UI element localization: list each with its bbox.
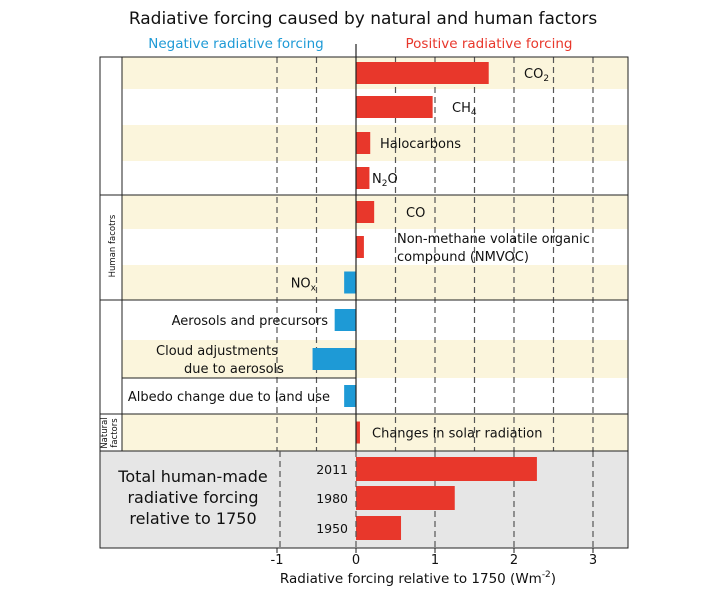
row-band [122, 195, 628, 229]
year-label-1950: 1950 [316, 521, 348, 536]
group-label-human: Human facotrs [108, 214, 118, 277]
total-label-line3: relative to 1750 [129, 509, 256, 528]
bar-label-1: CH4 [452, 101, 477, 118]
bar-label-4: CO [406, 206, 425, 221]
bar-label-9: Albedo change due to land use [128, 390, 330, 405]
row-band [122, 125, 628, 161]
frame [99, 44, 629, 549]
tick-label: -1 [271, 553, 284, 568]
x-axis-label-close: ) [551, 571, 556, 587]
tick-label: 0 [352, 553, 360, 568]
bar-2 [356, 132, 371, 154]
row-band [122, 414, 628, 451]
bars [312, 62, 537, 540]
x-axis-label-text: Radiative forcing relative to 1750 (Wm [280, 571, 542, 587]
tick-label: 3 [589, 553, 597, 568]
year-label-1980: 1980 [316, 491, 348, 506]
bar-labels: CO2 CH4 Halocarbons N2O CO Non-methane volati… [128, 67, 590, 536]
total-label-line1: Total human-made [117, 467, 267, 486]
bar-label-8: Cloud adjustments [156, 344, 278, 359]
total-bar-1980 [356, 486, 455, 510]
grid-lines [276, 57, 594, 548]
x-axis-ticks: -1 0 1 2 3 [271, 548, 597, 568]
tick-label: 2 [510, 553, 518, 568]
bar-8 [312, 348, 356, 370]
bar-label-5-line2: compound (NMVOC) [397, 250, 529, 265]
total-label-line2: radiative forcing [127, 488, 258, 507]
x-axis-label: Radiative forcing relative to 1750 (Wm-2… [280, 570, 556, 587]
year-label-2011: 2011 [316, 462, 348, 477]
tick-label: 1 [431, 553, 439, 568]
bar-label-8-line2: due to aerosols [184, 362, 284, 377]
bar-10 [356, 421, 360, 444]
total-bar-1950 [356, 516, 402, 540]
bar-7 [334, 309, 356, 331]
row-band [122, 265, 628, 300]
bar-9 [344, 385, 356, 407]
group-label-natural-line2: factors [110, 418, 120, 448]
bar-3 [356, 167, 370, 189]
legend-negative: Negative radiative forcing [148, 36, 324, 52]
bar-label-2: Halocarbons [380, 137, 461, 152]
plot-frame [99, 56, 629, 549]
bar-4 [356, 201, 375, 223]
bar-6 [344, 271, 356, 294]
legend-positive: Positive radiative forcing [406, 36, 573, 52]
bar-5 [356, 236, 364, 258]
row-backgrounds [100, 57, 628, 548]
bar-1 [356, 96, 433, 118]
bar-0 [356, 62, 489, 84]
chart-title: Radiative forcing caused by natural and … [129, 9, 598, 29]
bar-label-7: Aerosols and precursors [172, 314, 329, 329]
x-axis-label-sup: -2 [542, 570, 551, 580]
total-bar-2011 [356, 457, 537, 481]
bar-label-0: CO2 [524, 67, 549, 84]
bar-label-6: NOx [291, 277, 317, 294]
bar-label-3: N2O [372, 172, 398, 189]
bar-label-5: Non-methane volatile organic [397, 232, 590, 247]
group-label-natural-line1: Natural [100, 417, 110, 448]
bar-label-10: Changes in solar radiation [372, 427, 543, 442]
row-band [122, 340, 628, 378]
